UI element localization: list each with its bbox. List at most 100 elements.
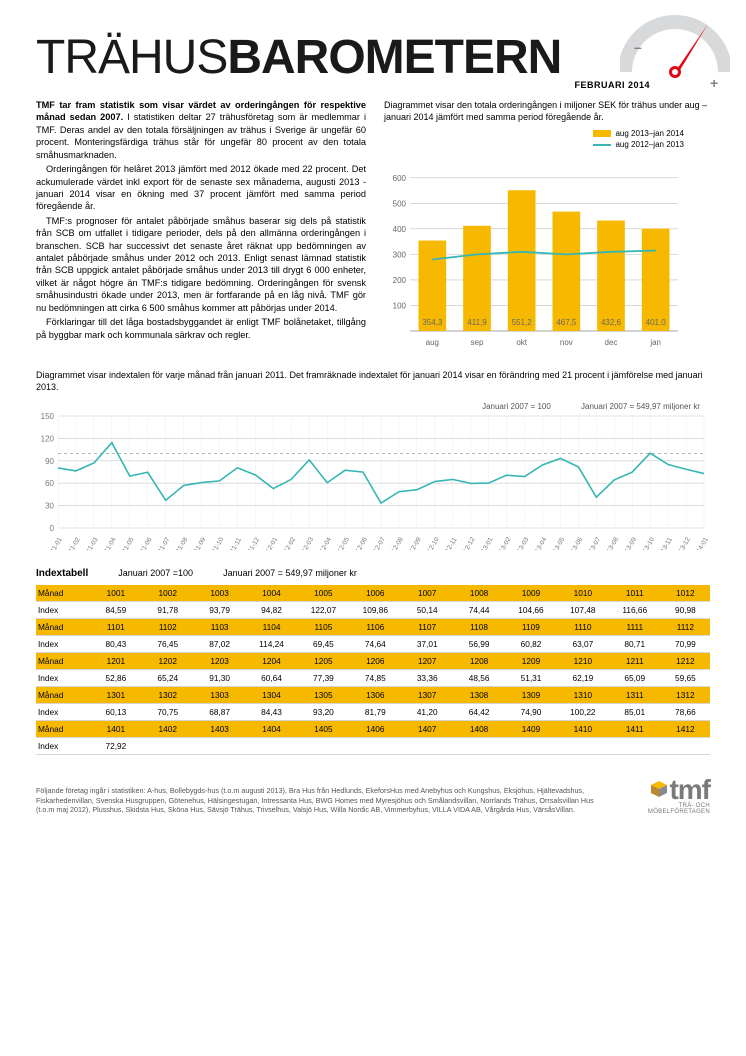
svg-text:dec: dec bbox=[605, 338, 618, 347]
svg-text:401,0: 401,0 bbox=[646, 318, 667, 327]
svg-text:11-11: 11-11 bbox=[229, 536, 243, 550]
svg-text:13-07: 13-07 bbox=[588, 536, 603, 550]
gauge-plus: + bbox=[710, 75, 718, 91]
linechart-notes: Januari 2007 = 100 Januari 2007 = 549,97… bbox=[454, 402, 700, 411]
svg-text:12-12: 12-12 bbox=[462, 536, 477, 550]
logo-cube-icon bbox=[651, 777, 667, 793]
intro-p3: TMF:s prognoser för antalet påbörjade sm… bbox=[36, 215, 366, 314]
intro-text: TMF tar fram statistik som visar värdet … bbox=[36, 99, 366, 349]
table-row: Månad11011102110311041105110611071108110… bbox=[36, 618, 710, 635]
svg-text:13-01: 13-01 bbox=[480, 536, 495, 550]
legend-bar-label: aug 2013–jan 2014 bbox=[615, 129, 684, 138]
svg-text:11-02: 11-02 bbox=[68, 536, 82, 550]
svg-text:467,5: 467,5 bbox=[556, 318, 577, 327]
svg-text:13-02: 13-02 bbox=[498, 536, 513, 550]
svg-text:12-05: 12-05 bbox=[337, 536, 352, 550]
barchart: aug 2013–jan 2014 aug 2012–jan 2013 1002… bbox=[384, 129, 684, 349]
barchart-section: Diagrammet visar den totala orderingånge… bbox=[384, 99, 710, 349]
svg-text:354,3: 354,3 bbox=[422, 318, 443, 327]
logo-text: tmf bbox=[669, 774, 710, 805]
svg-text:12-07: 12-07 bbox=[373, 536, 388, 550]
svg-text:500: 500 bbox=[393, 200, 407, 209]
svg-text:13-09: 13-09 bbox=[624, 536, 639, 550]
svg-text:12-08: 12-08 bbox=[390, 536, 405, 550]
svg-text:411,9: 411,9 bbox=[467, 318, 487, 327]
logo-mark: tmf bbox=[615, 777, 710, 801]
lc-note-left: Januari 2007 = 100 bbox=[482, 402, 551, 411]
index-table: Månad10011002100310041005100610071008100… bbox=[36, 585, 710, 755]
svg-text:150: 150 bbox=[41, 412, 55, 421]
svg-text:13-05: 13-05 bbox=[552, 536, 567, 550]
legend-line-label: aug 2012–jan 2013 bbox=[615, 140, 684, 149]
table-row: Månad13011302130313041305130613071308130… bbox=[36, 686, 710, 703]
svg-text:13-08: 13-08 bbox=[606, 536, 621, 550]
svg-text:12-10: 12-10 bbox=[426, 536, 441, 550]
svg-text:13-04: 13-04 bbox=[534, 536, 549, 550]
svg-text:11-05: 11-05 bbox=[121, 536, 135, 550]
svg-text:sep: sep bbox=[471, 338, 484, 347]
linechart-caption: Diagrammet visar indextalen för varje må… bbox=[36, 369, 710, 393]
svg-text:11-04: 11-04 bbox=[103, 536, 117, 550]
table-row: Månad12011202120312041205120612071208120… bbox=[36, 652, 710, 669]
barchart-legend: aug 2013–jan 2014 aug 2012–jan 2013 bbox=[593, 129, 684, 151]
table-row: Index80,4376,4587,02114,2469,4574,6437,0… bbox=[36, 635, 710, 652]
svg-text:90: 90 bbox=[45, 456, 54, 465]
page-title: TRÄHUSBAROMETERN bbox=[36, 30, 710, 85]
svg-text:432,6: 432,6 bbox=[601, 318, 622, 327]
table-row: Index84,5991,7893,7994,82122,07109,8650,… bbox=[36, 601, 710, 618]
top-section: TMF tar fram statistik som visar värdet … bbox=[36, 99, 710, 349]
svg-text:12-09: 12-09 bbox=[408, 536, 423, 550]
svg-text:12-03: 12-03 bbox=[301, 536, 316, 550]
svg-text:12-11: 12-11 bbox=[444, 536, 458, 550]
lc-note-right: Januari 2007 = 549,97 miljoner kr bbox=[581, 402, 700, 411]
svg-text:400: 400 bbox=[393, 225, 407, 234]
svg-text:11-01: 11-01 bbox=[50, 536, 64, 550]
svg-text:30: 30 bbox=[45, 501, 54, 510]
svg-text:13-10: 13-10 bbox=[642, 536, 657, 550]
linechart: Januari 2007 = 100 Januari 2007 = 549,97… bbox=[36, 400, 710, 550]
svg-text:14-01: 14-01 bbox=[696, 536, 710, 550]
indextable-title: Indextabell bbox=[36, 568, 88, 579]
table-row: Månad14011402140314041405140614071408140… bbox=[36, 720, 710, 737]
svg-text:600: 600 bbox=[393, 174, 407, 183]
logo-subtitle: TRÄ- OCH MÖBELFÖRETAGEN bbox=[615, 803, 710, 815]
svg-text:551,2: 551,2 bbox=[512, 318, 533, 327]
svg-text:60: 60 bbox=[45, 479, 54, 488]
indextable-header: Indextabell Januari 2007 =100 Januari 20… bbox=[36, 568, 710, 579]
svg-text:12-02: 12-02 bbox=[283, 536, 298, 550]
footer: Följande företag ingår i statistiken: A-… bbox=[36, 777, 710, 815]
svg-text:300: 300 bbox=[393, 251, 407, 260]
table-row: Index52,8665,2491,3060,6477,3974,8533,36… bbox=[36, 669, 710, 686]
gauge-icon: – + bbox=[620, 12, 730, 122]
tmf-logo: tmf TRÄ- OCH MÖBELFÖRETAGEN bbox=[615, 777, 710, 815]
legend-swatch-bar bbox=[593, 130, 611, 137]
svg-text:13-03: 13-03 bbox=[516, 536, 531, 550]
svg-text:11-12: 11-12 bbox=[247, 536, 261, 550]
svg-text:11-08: 11-08 bbox=[175, 536, 189, 550]
intro-p4: Förklaringar till det låga bostadsbyggan… bbox=[36, 316, 366, 341]
table-row: Index60,1370,7568,8784,4393,2081,7941,20… bbox=[36, 703, 710, 720]
svg-text:12-04: 12-04 bbox=[319, 536, 334, 550]
svg-text:11-06: 11-06 bbox=[139, 536, 153, 550]
svg-text:120: 120 bbox=[41, 434, 55, 443]
svg-text:okt: okt bbox=[516, 338, 527, 347]
title-bold: BAROMETERN bbox=[227, 31, 561, 84]
svg-text:0: 0 bbox=[50, 524, 55, 533]
svg-text:aug: aug bbox=[426, 338, 439, 347]
svg-text:13-11: 13-11 bbox=[660, 536, 674, 550]
indextable-sub1: Januari 2007 =100 bbox=[118, 568, 193, 578]
svg-text:11-03: 11-03 bbox=[86, 536, 100, 550]
title-light: TRÄHUS bbox=[36, 31, 227, 84]
svg-text:11-10: 11-10 bbox=[211, 536, 225, 550]
svg-text:nov: nov bbox=[560, 338, 573, 347]
svg-text:13-06: 13-06 bbox=[570, 536, 585, 550]
indextable-sub2: Januari 2007 = 549,97 miljoner kr bbox=[223, 568, 357, 578]
svg-text:11-07: 11-07 bbox=[157, 536, 171, 550]
footer-text: Följande företag ingår i statistiken: A-… bbox=[36, 786, 595, 815]
svg-text:13-12: 13-12 bbox=[678, 536, 693, 550]
intro-p2: Orderingången för helåret 2013 jämfört m… bbox=[36, 163, 366, 213]
barchart-svg: 100200300400500600augsepoktnovdecjan354,… bbox=[384, 129, 684, 349]
gauge-minus: – bbox=[634, 39, 642, 55]
table-row: Månad10011002100310041005100610071008100… bbox=[36, 585, 710, 602]
legend-swatch-line bbox=[593, 144, 611, 146]
